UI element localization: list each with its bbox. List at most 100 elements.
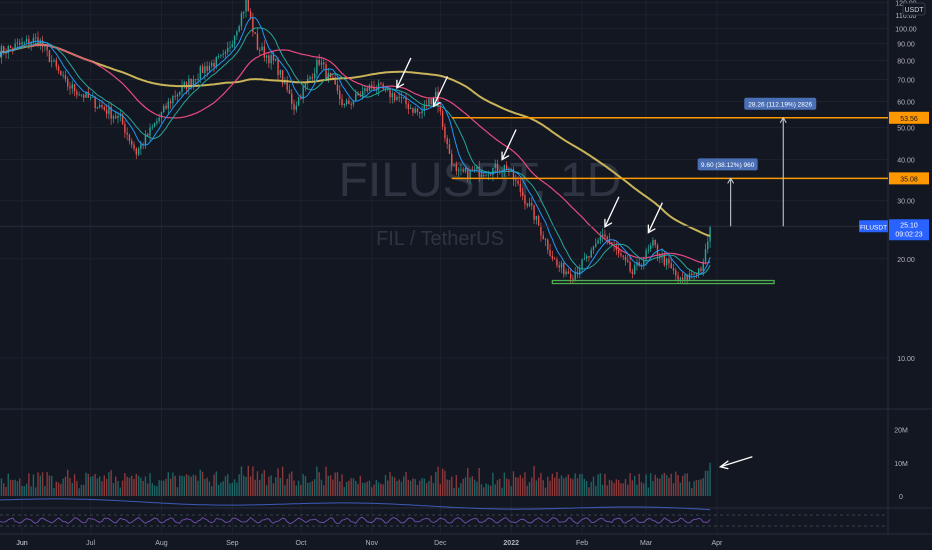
- volume-bar: [419, 480, 421, 496]
- candle-body: [25, 39, 28, 42]
- candle-body: [206, 66, 208, 71]
- candle-body: [51, 61, 53, 62]
- measure-label-box[interactable]: [744, 97, 817, 110]
- volume-bar: [78, 488, 80, 496]
- candle-body: [197, 78, 199, 81]
- volume-bar: [37, 472, 39, 496]
- annotation-arrows[interactable]: [396, 57, 753, 470]
- measure-arrowhead: [727, 177, 735, 184]
- currency-badge[interactable]: USDT: [902, 2, 926, 16]
- candle-body: [291, 93, 293, 104]
- candle-body: [7, 46, 9, 53]
- volume-bar: [368, 480, 371, 496]
- volume-bar: [645, 474, 647, 496]
- volume-bar: [5, 486, 7, 496]
- volume-bar: [480, 484, 483, 496]
- candle-body: [604, 234, 606, 237]
- candle-body: [204, 66, 206, 74]
- volume-bar: [233, 479, 236, 496]
- candle-body: [556, 259, 558, 266]
- measure-label-box[interactable]: [697, 158, 758, 171]
- measure-label: 9.60 (38.12%) 960: [701, 162, 755, 169]
- candle-body: [707, 241, 709, 250]
- volume-bar: [407, 479, 410, 496]
- volume-bar: [494, 484, 496, 496]
- volume-bar: [316, 466, 318, 496]
- volume-bar: [512, 471, 515, 496]
- candle-body: [563, 262, 565, 275]
- volume-bar: [590, 481, 592, 496]
- candle-body: [103, 107, 105, 110]
- annotation-arrow[interactable]: [501, 129, 517, 160]
- volume-bar: [87, 473, 89, 496]
- candle-body: [174, 95, 176, 97]
- volume-bar: [483, 487, 485, 496]
- volume-bar: [336, 472, 339, 496]
- volume-bar: [583, 478, 586, 496]
- resistance-price-tag[interactable]: [889, 111, 929, 124]
- volume-bar: [133, 479, 135, 496]
- volume-bar: [185, 474, 188, 496]
- volume-bar: [71, 483, 73, 496]
- currency-label: USDT: [904, 7, 924, 14]
- candle-body: [309, 77, 311, 79]
- candle-body: [487, 174, 490, 176]
- annotation-arrow[interactable]: [432, 76, 449, 107]
- candle-body: [126, 132, 128, 135]
- candle-body: [181, 85, 183, 92]
- candle-body: [549, 249, 551, 256]
- volume-bar: [441, 468, 444, 496]
- candle-body: [215, 56, 218, 68]
- annotation-arrowhead: [432, 98, 441, 108]
- annotation-arrow[interactable]: [647, 202, 663, 233]
- resistance-price-tag[interactable]: [889, 172, 929, 185]
- horizontal-levels[interactable]: 53.56 35.08 FILUSDT 25.10 09:02:23: [0, 111, 929, 285]
- volume-bar: [375, 480, 378, 496]
- annotation-arrow[interactable]: [604, 196, 620, 228]
- candle-body: [62, 75, 64, 77]
- candle-body: [409, 107, 412, 110]
- volume-annotation-arrow[interactable]: [720, 456, 753, 468]
- candle-body: [437, 91, 439, 107]
- volume-bar: [174, 475, 176, 496]
- volume-bar: [560, 475, 563, 496]
- volume-bar: [581, 474, 583, 496]
- candle-body: [64, 75, 67, 80]
- volume-bar: [339, 481, 341, 496]
- candle-body: [334, 79, 336, 85]
- volume-bar: [51, 475, 53, 496]
- volume-bar: [467, 467, 469, 496]
- price-tick-label: 50.00: [897, 126, 915, 133]
- measurements[interactable]: 9.60 (38.12%) 960 28.26 (112.19%) 2826: [697, 97, 817, 227]
- support-zone[interactable]: [551, 279, 775, 285]
- candle-body: [704, 249, 707, 262]
- volume-bar: [341, 474, 343, 496]
- candle-body: [313, 73, 316, 79]
- candle-body: [135, 148, 137, 155]
- candle-body: [73, 84, 76, 92]
- volume-bar: [62, 478, 64, 496]
- current-price-tag[interactable]: [889, 219, 929, 241]
- candle-body: [583, 258, 586, 260]
- volume-bar: [391, 476, 394, 496]
- volume-bar: [21, 485, 23, 496]
- candle-body: [581, 259, 583, 270]
- candle-body: [624, 256, 627, 261]
- annotation-arrow[interactable]: [396, 57, 412, 89]
- volume-bar: [633, 475, 636, 496]
- candle-body: [69, 86, 71, 89]
- candle-body: [119, 114, 121, 116]
- osc-line: [0, 516, 711, 525]
- candle-body: [99, 105, 101, 107]
- candle-body: [343, 103, 346, 106]
- candle-body: [544, 239, 547, 240]
- candle-body: [192, 79, 195, 86]
- candle-body: [252, 17, 254, 33]
- candle-body: [679, 277, 682, 280]
- volume-bar: [604, 473, 606, 496]
- volume-ma-line: [0, 498, 711, 511]
- candle-body: [380, 83, 382, 85]
- symbol-tag[interactable]: [859, 220, 888, 233]
- volume-bar: [551, 473, 554, 496]
